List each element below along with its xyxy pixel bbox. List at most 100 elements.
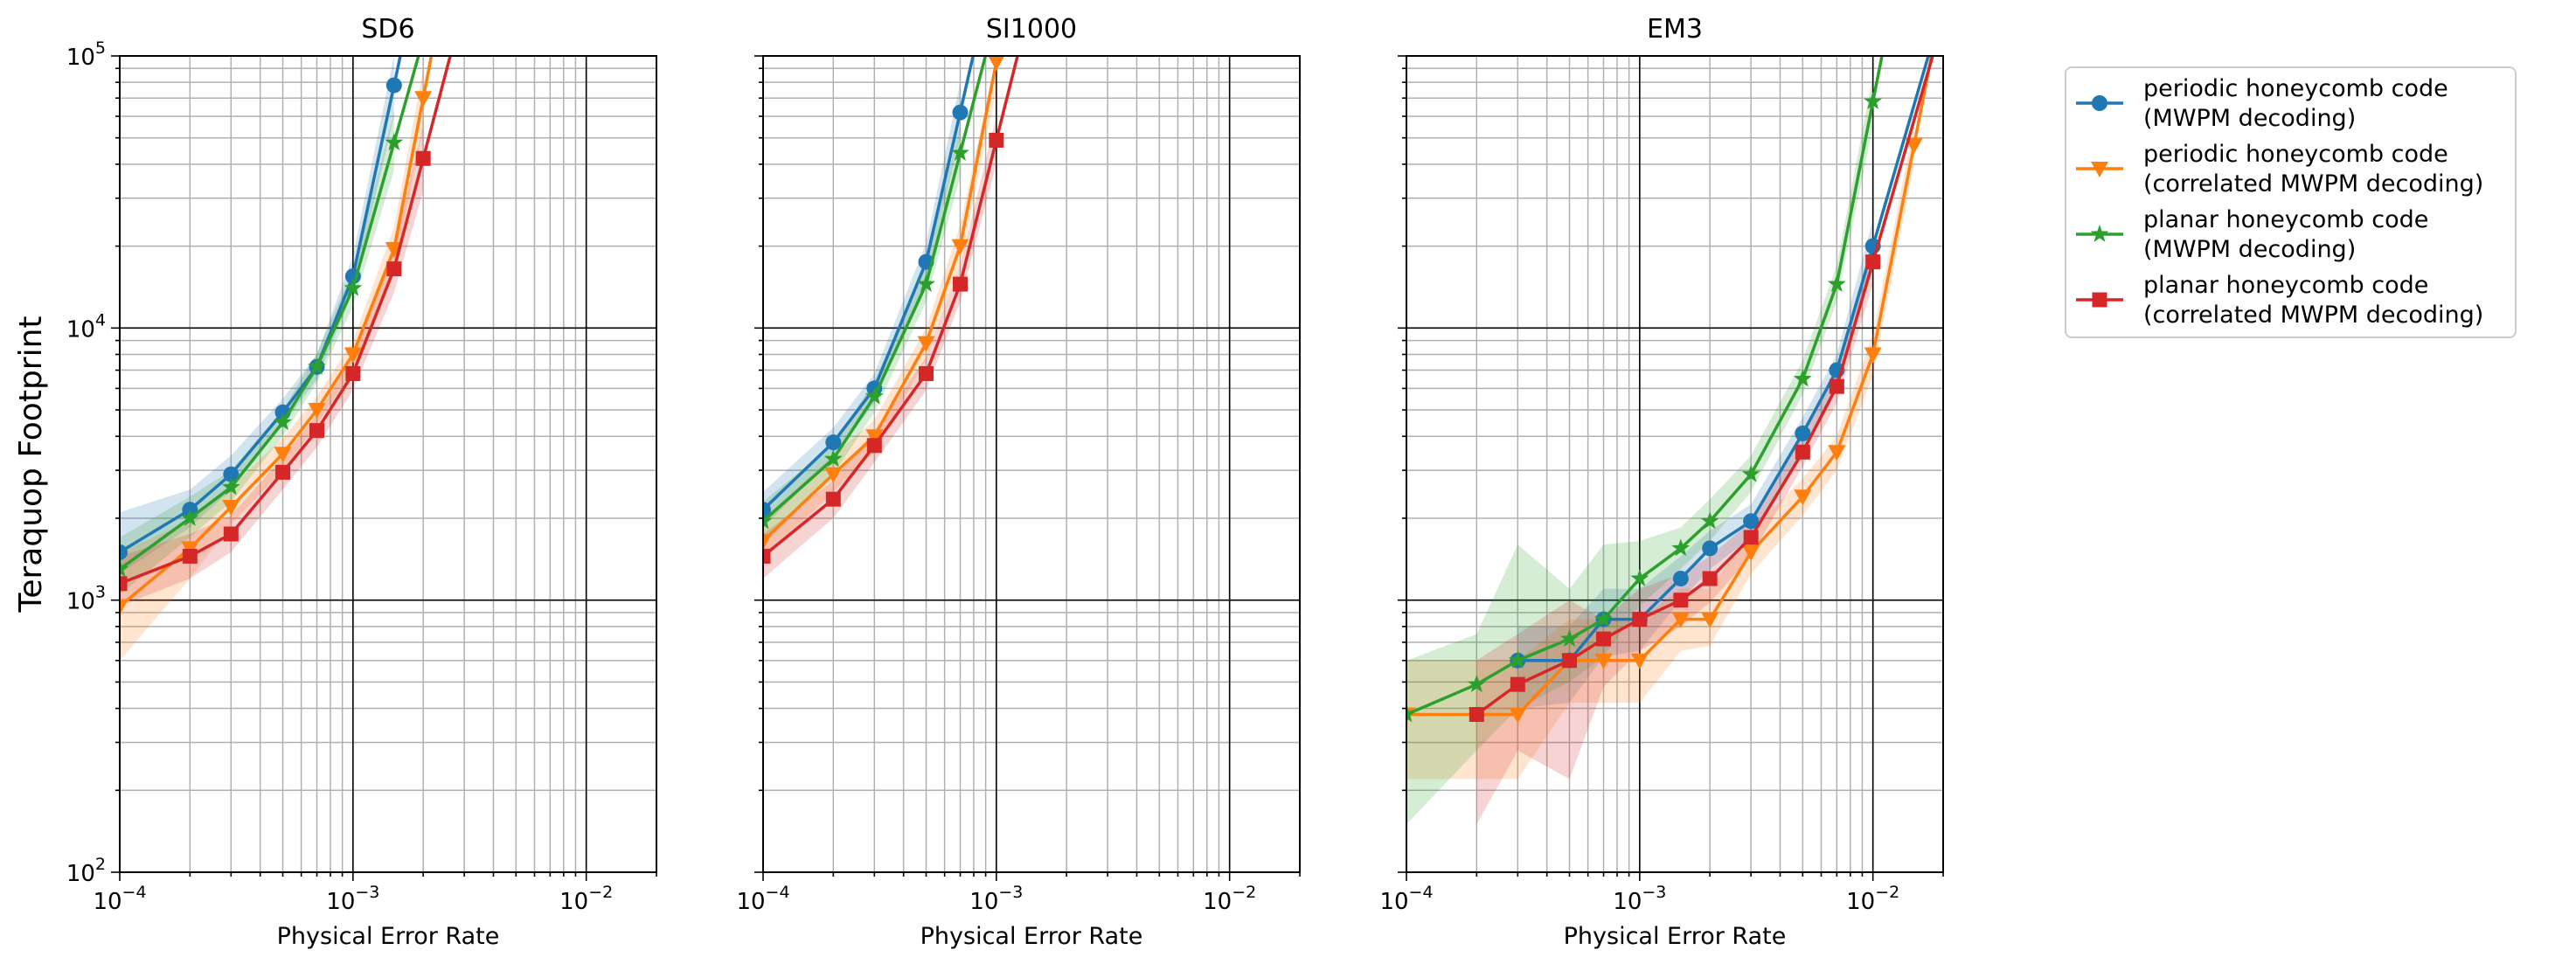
data-point — [1905, 138, 1923, 155]
legend-label-line1: periodic honeycomb code — [2143, 141, 2448, 168]
data-point — [1406, 704, 1416, 723]
x-tick-label: 10−4 — [1379, 883, 1433, 915]
x-tick-label-base: 10 — [1846, 889, 1875, 915]
series-3 — [120, 56, 452, 592]
legend-entry-3: planar honeycomb code (correlated MWPM de… — [2076, 272, 2483, 329]
confidence-band-3 — [1476, 240, 1873, 825]
series-line-3 — [1475, 56, 1934, 716]
y-tick-label: 102 — [66, 855, 106, 887]
x-axis-label: Physical Error Rate — [920, 923, 1143, 950]
data-point — [309, 423, 325, 439]
legend-frame — [2065, 66, 2517, 338]
data-point — [1672, 571, 1689, 587]
data-point — [385, 242, 403, 259]
panel-title: SI1000 — [986, 14, 1077, 45]
data-point — [763, 533, 772, 550]
data-point — [1671, 612, 1690, 628]
data-point — [120, 576, 128, 592]
data-point — [180, 508, 199, 526]
series-2 — [1406, 56, 1884, 723]
data-point — [1469, 706, 1484, 722]
data-point — [344, 278, 363, 296]
data-point — [1743, 513, 1760, 530]
data-point — [824, 467, 843, 483]
legend-entry-2: planar honeycomb code (MWPM decoding) — [2076, 206, 2428, 263]
x-tick-label: 10−2 — [1203, 883, 1256, 915]
x-tick-label-base: 10 — [969, 889, 998, 915]
panel-title: SD6 — [361, 14, 414, 45]
data-point — [951, 239, 969, 255]
data-point — [1594, 653, 1613, 669]
data-point — [825, 491, 841, 507]
x-tick-label: 10−2 — [1846, 883, 1899, 915]
x-tick-label-base: 10 — [93, 889, 122, 915]
data-point — [274, 447, 292, 463]
x-tick-label-base: 10 — [736, 889, 765, 915]
x-axis-label: Physical Error Rate — [277, 923, 500, 950]
legend-marker — [2090, 225, 2109, 242]
legend-marker — [2091, 162, 2108, 177]
data-point — [1509, 707, 1527, 724]
x-tick-label-exp: −2 — [1232, 883, 1256, 902]
data-point — [275, 464, 291, 480]
data-point — [763, 548, 771, 564]
panel-title: EM3 — [1647, 14, 1703, 45]
x-tick-label: 10−4 — [736, 883, 789, 915]
data-point — [1508, 650, 1527, 669]
series-1 — [763, 56, 1005, 550]
x-tick-label-exp: −3 — [1642, 883, 1666, 902]
data-point — [223, 526, 239, 542]
data-point — [1596, 631, 1612, 647]
data-point — [345, 365, 361, 381]
data-point — [385, 77, 402, 94]
confidence-band-1 — [763, 56, 996, 561]
x-tick-label-exp: −2 — [588, 883, 613, 902]
y-tick-label-base: 10 — [66, 589, 95, 615]
x-tick-label: 10−2 — [559, 883, 613, 915]
y-tick-label: 104 — [66, 310, 106, 343]
data-point — [1795, 425, 1811, 441]
data-point — [989, 132, 1004, 148]
data-point — [344, 347, 362, 364]
grid — [762, 55, 1301, 873]
plot-area — [763, 56, 1019, 579]
data-point — [1702, 540, 1718, 557]
data-point — [221, 477, 240, 496]
legend: periodic honeycomb code(MWPM decoding) pe… — [2065, 66, 2517, 338]
x-tick-label-exp: −4 — [766, 883, 790, 902]
x-tick-label-exp: −4 — [122, 883, 147, 902]
series-line-0 — [120, 56, 402, 554]
plot-area — [1406, 56, 1934, 825]
confidence-band-0 — [763, 82, 961, 528]
data-point — [223, 466, 240, 482]
legend-entry-0: periodic honeycomb code (MWPM decoding) — [2076, 75, 2448, 132]
data-point — [414, 91, 433, 107]
axes-frame — [1406, 55, 1944, 873]
confidence-band-1 — [120, 68, 424, 661]
data-point — [763, 502, 771, 518]
x-tick-label-base: 10 — [1203, 889, 1232, 915]
legend-marker — [2092, 95, 2107, 111]
data-point — [1741, 464, 1760, 482]
plot-area — [120, 56, 452, 661]
data-point — [1510, 676, 1525, 692]
y-tick-label: 103 — [66, 583, 106, 615]
x-tick-label-base: 10 — [1613, 889, 1642, 915]
series-line-2 — [120, 56, 420, 571]
data-point — [1671, 538, 1691, 557]
y-tick-label-exp: 4 — [95, 310, 106, 329]
series-0 — [763, 56, 976, 518]
data-point — [1864, 347, 1882, 364]
legend-label-line1: planar honeycomb code — [2143, 206, 2428, 233]
series-line-1 — [1406, 56, 1934, 717]
data-point — [1828, 445, 1846, 461]
data-point — [951, 143, 969, 161]
confidence-band-3 — [763, 116, 996, 579]
legend-entry-1: periodic honeycomb code(correlated MWPM … — [2076, 141, 2483, 198]
y-tick-label: 105 — [66, 38, 106, 71]
data-point — [182, 548, 198, 564]
data-point — [385, 133, 404, 151]
data-point — [866, 438, 882, 454]
data-point — [120, 559, 129, 578]
